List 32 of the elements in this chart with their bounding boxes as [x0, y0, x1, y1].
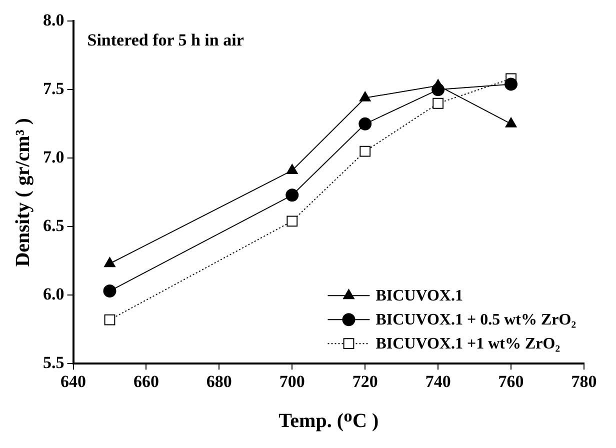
point [286, 188, 299, 202]
x-tick-label: 760 [498, 372, 524, 392]
x-tick-label: 680 [206, 372, 232, 392]
x-axis-title: Temp. (ᴼC ) [278, 410, 379, 432]
y-tick-label: 7.0 [43, 148, 64, 167]
y-tick-label: 6.5 [43, 216, 64, 236]
x-tick-label: 780 [571, 372, 597, 392]
legend-label: BICUVOX.1 + 0.5 wt% ZrO₂ [376, 312, 576, 329]
y-tick-label: 7.5 [43, 79, 64, 98]
point [504, 78, 518, 91]
point [360, 146, 371, 157]
y-tick-label: 8.0 [43, 10, 64, 30]
point [505, 117, 517, 128]
y-tick-label: 6.0 [43, 284, 64, 304]
point [432, 98, 444, 109]
x-tick-label: 660 [133, 372, 159, 392]
annotation: Sintered for 5 h in air [87, 30, 244, 50]
x-tick-label: 720 [352, 372, 378, 392]
legend-label: BICUVOX.1 +1 wt% ZrO₂ [376, 336, 560, 353]
y-axis-title: Density ( gr/cm³ ) [12, 118, 34, 267]
point [103, 284, 116, 298]
point [359, 91, 371, 102]
x-tick-label: 700 [279, 372, 305, 392]
point [104, 314, 116, 326]
y-tick-label: 5.5 [43, 352, 64, 372]
point [358, 117, 372, 130]
legend-label: BICUVOX.1 [376, 288, 463, 305]
point [104, 257, 116, 268]
x-tick-label: 640 [60, 372, 86, 392]
point [286, 164, 298, 174]
point [286, 216, 298, 227]
x-tick-label: 740 [425, 372, 451, 392]
